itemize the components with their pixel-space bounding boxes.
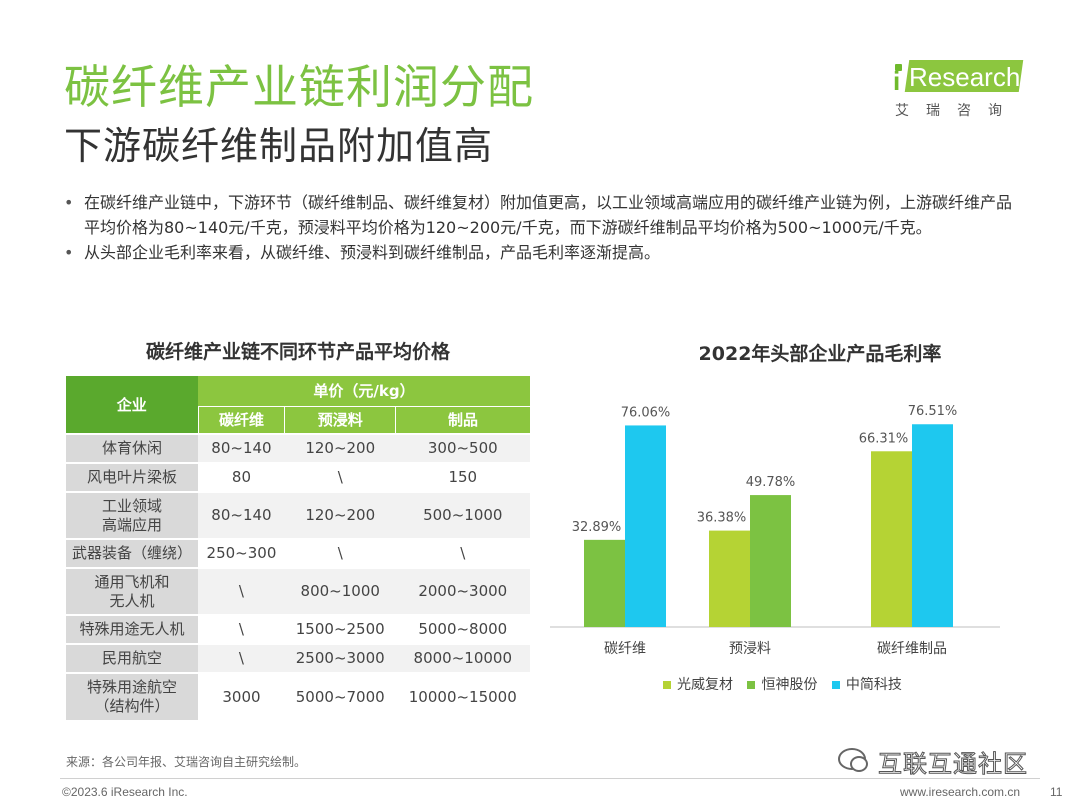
header-product: 制品 [395,406,530,434]
row-enterprise: 体育休闲 [66,433,198,463]
row-value: \ [198,643,285,673]
logo-i: i [893,66,901,96]
chart-legend: 光威复材 恒神股份 中简科技 [663,674,912,694]
row-value: \ [284,462,396,492]
x-tick-label: 预浸料 [729,641,771,657]
bar [625,425,666,627]
row-value: 2500~3000 [284,643,396,673]
x-tick-label: 碳纤维 [604,641,646,657]
row-value: 800~1000 [284,567,396,615]
row-value: 2000~3000 [395,567,530,615]
header-unit-price: 单价（元/kg） [198,376,530,407]
iresearch-logo: i Research 艾瑞咨询 [893,54,1033,119]
table-row: 通用飞机和 无人机 \ 800~1000 2000~3000 [66,567,530,615]
legend-label: 光威复材 [677,677,733,693]
bar [709,530,750,627]
row-value: \ [395,538,530,568]
bar [584,539,625,627]
copyright: ©2023.6 iResearch Inc. [62,785,188,799]
price-table: 企业 单价（元/kg） 碳纤维 预浸料 制品 体育休闲 80~140 120~200… [66,376,530,720]
row-value: 80~140 [198,491,285,539]
row-enterprise: 特殊用途无人机 [66,614,198,644]
row-enterprise: 工业领域 高端应用 [66,491,198,539]
table-row: 体育休闲 80~140 120~200 300~500 [66,433,530,463]
bullet-item: 在碳纤维产业链中，下游环节（碳纤维制品、碳纤维复材）附加值更高，以工业领域高端应… [62,190,1022,240]
legend-item: 中简科技 [831,674,902,694]
logo-word: Research [909,62,1021,92]
site-link[interactable]: www.iresearch.com.cn [900,785,1021,799]
row-value: 120~200 [284,433,396,463]
bar [871,451,912,627]
row-value: 3000 [198,672,285,720]
wechat-icon [838,748,868,772]
row-value: 5000~8000 [395,614,530,644]
row-value: 120~200 [284,491,396,539]
header-prepreg: 预浸料 [284,406,396,434]
table-row: 特殊用途航空 （结构件） 3000 5000~7000 10000~15000 [66,672,530,720]
row-value: 250~300 [198,538,285,568]
x-tick-label: 碳纤维制品 [877,641,947,657]
table-title: 碳纤维产业链不同环节产品平均价格 [145,341,450,363]
table-row: 工业领域 高端应用 80~140 120~200 500~1000 [66,491,530,539]
row-enterprise: 特殊用途航空 （结构件） [66,672,198,720]
chart-title: 2022年头部企业产品毛利率 [698,343,942,365]
bar [912,424,953,627]
row-value: \ [198,614,285,644]
logo-cn: 艾瑞咨询 [895,103,1019,119]
bar [750,495,791,627]
legend-swatch [663,681,671,689]
row-value: \ [284,538,396,568]
data-label: 32.89% [572,520,622,535]
row-value: \ [198,567,285,615]
gross-margin-chart: 32.89% 76.06% 碳纤维 36.38% 49.78% 预浸料 66.31% 76.5… [550,404,1000,657]
page-title: 碳纤维产业链利润分配 [64,60,534,114]
data-label: 76.51% [908,404,958,419]
table-row: 民用航空 \ 2500~3000 8000~10000 [66,643,530,673]
row-enterprise: 通用飞机和 无人机 [66,567,198,615]
row-value: 8000~10000 [395,643,530,673]
watermark-text: 互联互通社区 [878,750,1028,779]
table-row: 风电叶片梁板 80 \ 150 [66,462,530,492]
legend-item: 光威复材 [663,674,733,694]
row-value: 500~1000 [395,491,530,539]
page-number: 11 [1050,785,1063,799]
header-carbon-fiber: 碳纤维 [197,406,285,434]
row-value: 5000~7000 [284,672,396,720]
header-enterprise: 企业 [66,376,198,434]
legend-swatch [831,681,840,689]
footer-divider [60,778,1040,779]
data-label: 76.06% [621,405,671,420]
row-value: 300~500 [395,433,530,463]
data-label: 36.38% [697,511,747,526]
row-value: 80~140 [198,433,285,463]
bullet-item: 从头部企业毛利率来看，从碳纤维、预浸料到碳纤维制品，产品毛利率逐渐提高。 [62,240,1022,265]
row-value: 10000~15000 [395,672,530,720]
data-label: 66.31% [859,431,909,446]
legend-swatch [747,681,756,689]
row-enterprise: 民用航空 [66,643,198,673]
data-label: 49.78% [746,475,796,490]
page-subtitle: 下游碳纤维制品附加值高 [64,124,494,168]
legend-label: 恒神股份 [761,677,818,693]
logo-dot [895,64,902,71]
row-value: 80 [198,462,285,492]
row-value: 150 [395,462,530,492]
summary-bullets: 在碳纤维产业链中，下游环节（碳纤维制品、碳纤维复材）附加值更高，以工业领域高端应… [62,190,1022,265]
table-row: 武器装备（缠绕） 250~300 \ \ [66,538,530,568]
row-enterprise: 风电叶片梁板 [66,462,198,492]
legend-label: 中简科技 [845,677,902,693]
legend-item: 恒神股份 [747,674,817,694]
watermark: 互联互通社区 [838,744,1028,779]
source-note: 来源：各公司年报、艾瑞咨询自主研究绘制。 [66,755,307,769]
row-value: 1500~2500 [284,614,396,644]
table-row: 特殊用途无人机 \ 1500~2500 5000~8000 [66,614,530,644]
row-enterprise: 武器装备（缠绕） [66,538,198,568]
